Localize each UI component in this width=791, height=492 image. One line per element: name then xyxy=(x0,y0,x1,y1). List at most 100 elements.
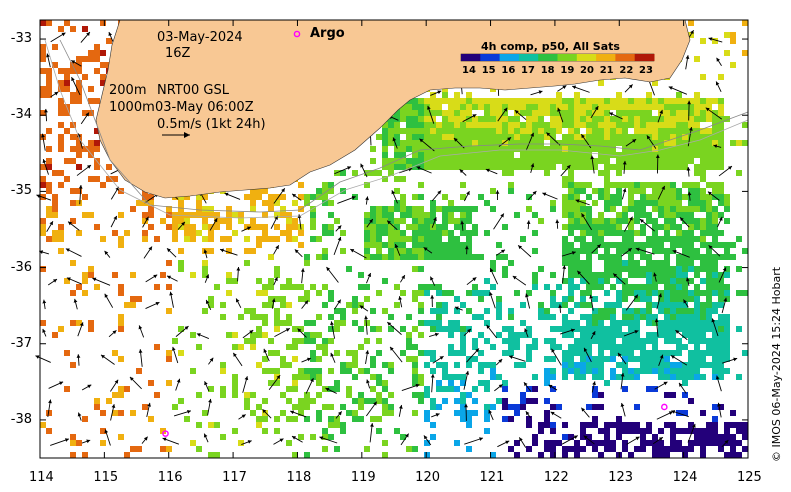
sst-pixel xyxy=(616,158,622,164)
sst-pixel xyxy=(658,446,664,452)
sst-pixel xyxy=(178,266,184,272)
sst-pixel xyxy=(562,278,568,284)
sst-pixel xyxy=(550,272,556,278)
sst-pixel xyxy=(232,278,238,284)
sst-pixel xyxy=(502,110,508,116)
colorbar-tick-label: 19 xyxy=(560,65,575,76)
sst-pixel xyxy=(610,128,616,134)
sst-pixel xyxy=(424,128,430,134)
sst-pixel xyxy=(610,98,616,104)
sst-pixel xyxy=(172,236,178,242)
sst-pixel xyxy=(676,242,682,248)
sst-pixel xyxy=(550,200,556,206)
sst-pixel xyxy=(178,350,184,356)
sst-pixel xyxy=(388,230,394,236)
sst-pixel xyxy=(64,128,70,134)
sst-pixel xyxy=(532,98,538,104)
current-arrow xyxy=(718,267,727,283)
sst-pixel xyxy=(460,242,466,248)
sst-pixel xyxy=(268,380,274,386)
sst-pixel xyxy=(706,242,712,248)
sst-pixel xyxy=(598,134,604,140)
sst-pixel xyxy=(670,428,676,434)
sst-pixel xyxy=(634,374,640,380)
sst-pixel xyxy=(580,248,586,254)
sst-pixel xyxy=(484,410,490,416)
current-arrow xyxy=(624,84,633,93)
sst-pixel xyxy=(616,92,622,98)
sst-pixel xyxy=(352,302,358,308)
current-arrow xyxy=(366,379,371,389)
sst-pixel xyxy=(412,368,418,374)
sst-pixel xyxy=(592,272,598,278)
sst-pixel xyxy=(490,452,496,458)
sst-pixel xyxy=(718,284,724,290)
sst-pixel xyxy=(238,314,244,320)
sst-pixel xyxy=(640,242,646,248)
sst-pixel xyxy=(430,404,436,410)
sst-pixel xyxy=(562,362,568,368)
sst-pixel xyxy=(154,284,160,290)
sst-pixel xyxy=(112,176,118,182)
sst-pixel xyxy=(652,368,658,374)
sst-pixel xyxy=(670,242,676,248)
sst-pixel xyxy=(526,128,532,134)
sst-pixel xyxy=(184,236,190,242)
sst-pixel xyxy=(322,386,328,392)
sst-pixel xyxy=(592,236,598,242)
sst-pixel xyxy=(694,98,700,104)
sst-pixel xyxy=(694,104,700,110)
sst-pixel xyxy=(472,164,478,170)
sst-pixel xyxy=(82,272,88,278)
sst-pixel xyxy=(598,308,604,314)
current-arrow xyxy=(525,132,534,151)
sst-pixel xyxy=(286,224,292,230)
sst-pixel xyxy=(382,410,388,416)
sst-pixel xyxy=(478,314,484,320)
sst-pixel xyxy=(196,422,202,428)
sst-pixel xyxy=(418,290,424,296)
sst-pixel xyxy=(694,308,700,314)
sst-pixel xyxy=(412,218,418,224)
sst-pixel xyxy=(580,350,586,356)
sst-pixel xyxy=(100,74,106,80)
sst-pixel xyxy=(214,224,220,230)
sst-pixel xyxy=(742,140,748,146)
sst-pixel xyxy=(220,434,226,440)
sst-pixel xyxy=(700,152,706,158)
sst-pixel xyxy=(202,224,208,230)
sst-pixel xyxy=(574,446,580,452)
sst-pixel xyxy=(616,122,622,128)
sst-pixel xyxy=(526,194,532,200)
sst-pixel xyxy=(40,20,46,26)
sst-pixel xyxy=(622,110,628,116)
current-arrow xyxy=(454,306,463,311)
sst-pixel xyxy=(412,410,418,416)
sst-pixel xyxy=(598,98,604,104)
sst-pixel xyxy=(676,110,682,116)
sst-pixel xyxy=(742,422,748,428)
sst-pixel xyxy=(430,158,436,164)
sst-pixel xyxy=(700,260,706,266)
sst-pixel xyxy=(268,338,274,344)
colorbar-swatch xyxy=(499,54,520,61)
sst-pixel xyxy=(484,290,490,296)
sst-pixel xyxy=(538,428,544,434)
sst-pixel xyxy=(634,188,640,194)
sst-pixel xyxy=(436,146,442,152)
sst-pixel xyxy=(622,338,628,344)
sst-pixel xyxy=(622,368,628,374)
sst-pixel xyxy=(250,224,256,230)
sst-pixel xyxy=(376,218,382,224)
sst-pixel xyxy=(502,98,508,104)
sst-pixel xyxy=(604,446,610,452)
sst-pixel xyxy=(94,176,100,182)
sst-pixel xyxy=(100,236,106,242)
sst-pixel xyxy=(436,128,442,134)
sst-pixel xyxy=(334,326,340,332)
sst-pixel xyxy=(592,362,598,368)
sst-pixel xyxy=(580,290,586,296)
sst-pixel xyxy=(226,332,232,338)
sst-pixel xyxy=(472,128,478,134)
sst-pixel xyxy=(280,230,286,236)
